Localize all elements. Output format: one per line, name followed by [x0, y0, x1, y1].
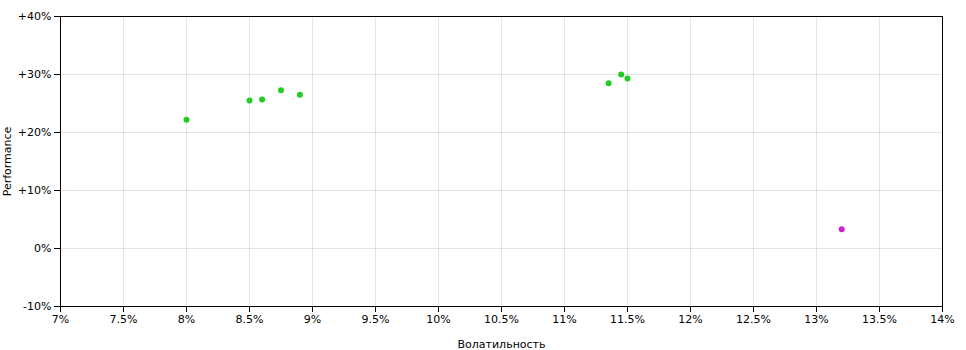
svg-text:13%: 13% — [804, 313, 828, 326]
svg-text:+30%: +30% — [18, 68, 52, 81]
svg-text:7.5%: 7.5% — [110, 313, 138, 326]
svg-text:7%: 7% — [52, 313, 69, 326]
svg-text:Performance: Performance — [1, 126, 14, 196]
svg-text:11%: 11% — [552, 313, 576, 326]
svg-text:8.5%: 8.5% — [236, 313, 264, 326]
svg-text:12.5%: 12.5% — [736, 313, 771, 326]
svg-text:9%: 9% — [304, 313, 321, 326]
svg-text:10%: 10% — [426, 313, 450, 326]
svg-text:13.5%: 13.5% — [862, 313, 897, 326]
svg-text:14%: 14% — [930, 313, 954, 326]
svg-text:+10%: +10% — [18, 184, 52, 197]
svg-text:Волатильность: Волатильность — [458, 338, 546, 350]
svg-text:12%: 12% — [678, 313, 702, 326]
svg-text:+40%: +40% — [18, 10, 52, 23]
svg-text:0%: 0% — [34, 242, 51, 255]
svg-text:11.5%: 11.5% — [610, 313, 645, 326]
svg-text:+20%: +20% — [18, 126, 52, 139]
svg-text:9.5%: 9.5% — [362, 313, 390, 326]
svg-text:8%: 8% — [178, 313, 195, 326]
svg-text:-10%: -10% — [23, 300, 51, 313]
svg-text:10.5%: 10.5% — [484, 313, 519, 326]
